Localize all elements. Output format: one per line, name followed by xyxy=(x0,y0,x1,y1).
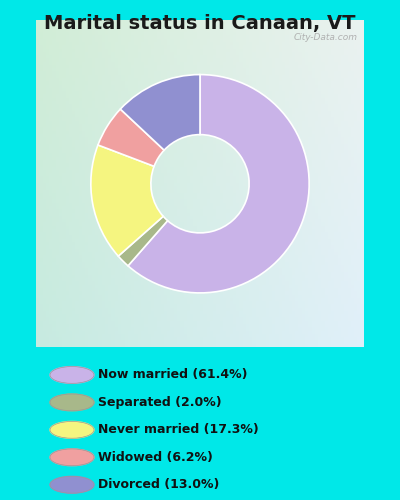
Text: City-Data.com: City-Data.com xyxy=(293,33,357,42)
Text: Separated (2.0%): Separated (2.0%) xyxy=(98,396,222,409)
Circle shape xyxy=(50,476,94,493)
Wedge shape xyxy=(118,216,168,266)
Text: Marital status in Canaan, VT: Marital status in Canaan, VT xyxy=(44,14,356,33)
Circle shape xyxy=(50,449,94,466)
Text: Widowed (6.2%): Widowed (6.2%) xyxy=(98,451,213,464)
Circle shape xyxy=(50,394,94,411)
Text: Now married (61.4%): Now married (61.4%) xyxy=(98,368,248,382)
Wedge shape xyxy=(120,74,200,150)
Circle shape xyxy=(50,422,94,438)
Wedge shape xyxy=(98,109,164,166)
Text: Never married (17.3%): Never married (17.3%) xyxy=(98,424,259,436)
Wedge shape xyxy=(128,74,309,293)
Circle shape xyxy=(50,366,94,384)
Wedge shape xyxy=(91,145,163,256)
Text: Divorced (13.0%): Divorced (13.0%) xyxy=(98,478,219,491)
